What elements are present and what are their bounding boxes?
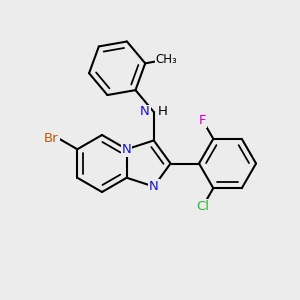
- Text: N: N: [140, 105, 150, 119]
- Text: N: N: [122, 143, 132, 156]
- Text: H: H: [158, 105, 168, 119]
- Text: Br: Br: [44, 132, 59, 145]
- Text: N: N: [149, 180, 159, 193]
- Text: Cl: Cl: [196, 200, 209, 213]
- Text: F: F: [199, 114, 206, 127]
- Text: CH₃: CH₃: [155, 53, 177, 66]
